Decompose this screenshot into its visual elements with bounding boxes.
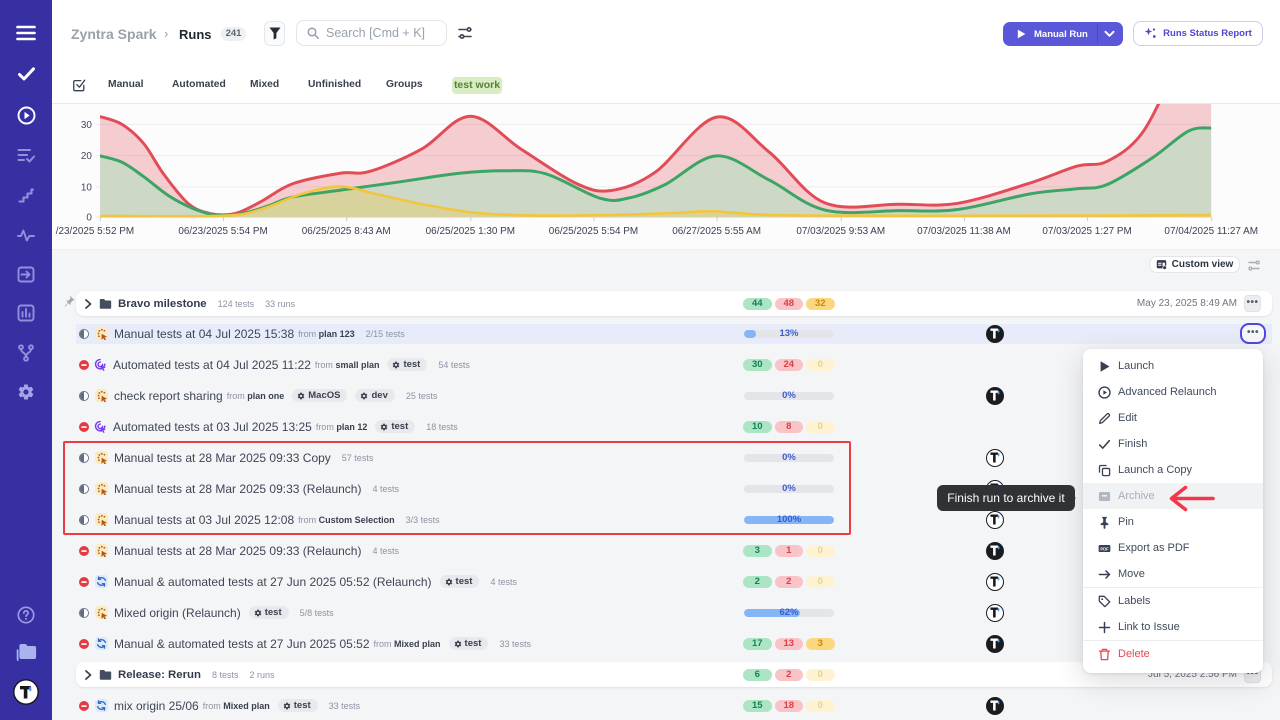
svg-text:07/03/2025 11:38 AM: 07/03/2025 11:38 AM — [917, 226, 1011, 237]
svg-text:0: 0 — [86, 213, 92, 224]
svg-text:10: 10 — [81, 182, 93, 193]
svg-text:06/23/2025 5:54 PM: 06/23/2025 5:54 PM — [178, 226, 267, 237]
svg-text:20: 20 — [81, 151, 93, 162]
svg-text:07/03/2025 9:53 AM: 07/03/2025 9:53 AM — [796, 226, 885, 237]
svg-text:PDF: PDF — [1100, 546, 1109, 551]
svg-text:06/25/2025 5:54 PM: 06/25/2025 5:54 PM — [549, 226, 638, 237]
svg-text:06/25/2025 1:30 PM: 06/25/2025 1:30 PM — [426, 226, 515, 237]
svg-text:07/03/2025 1:27 PM: 07/03/2025 1:27 PM — [1042, 226, 1131, 237]
svg-text:07/04/2025 11:27 AM: 07/04/2025 11:27 AM — [1164, 226, 1258, 237]
svg-text:06/25/2025 8:43 AM: 06/25/2025 8:43 AM — [302, 226, 391, 237]
svg-text:30: 30 — [81, 120, 93, 131]
svg-text:/23/2025 5:52 PM: /23/2025 5:52 PM — [56, 226, 134, 237]
svg-text:06/27/2025 5:55 AM: 06/27/2025 5:55 AM — [672, 226, 761, 237]
